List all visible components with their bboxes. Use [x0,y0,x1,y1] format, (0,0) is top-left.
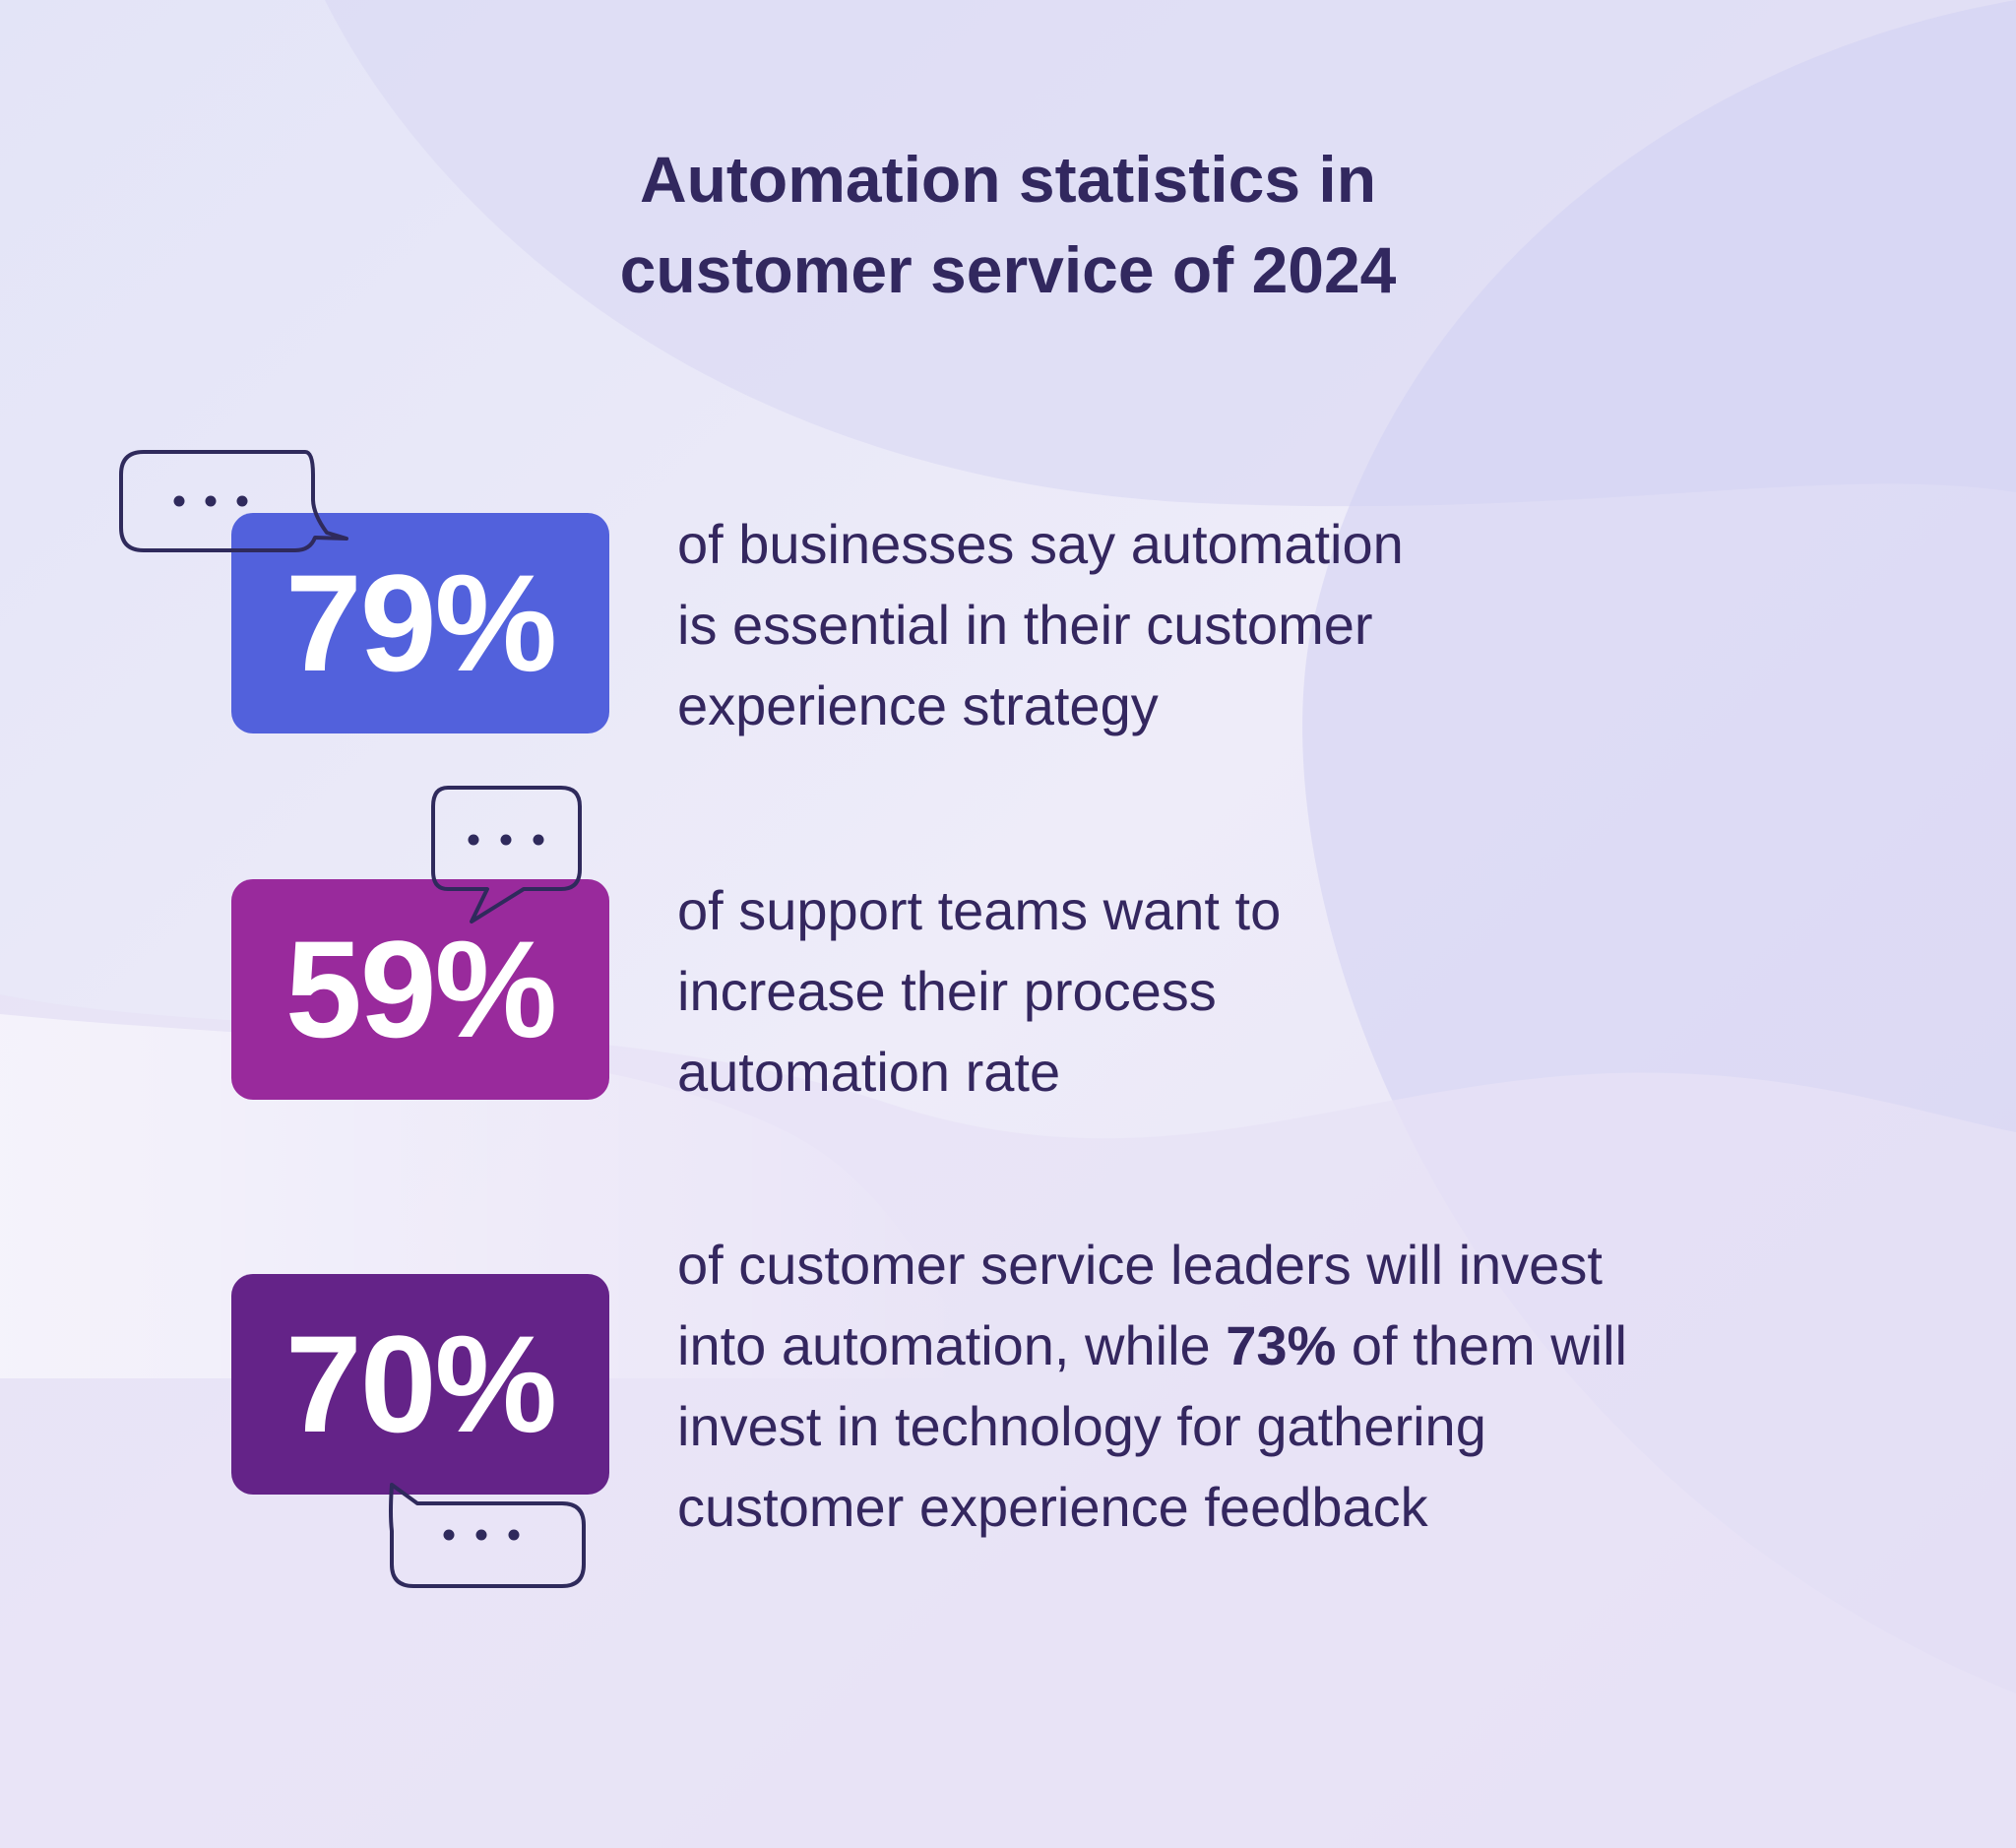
description-line: invest in technology for gathering [677,1395,1486,1457]
description-line: into automation, while 73% of them will [677,1306,1627,1386]
stat-value: 79% [284,545,557,700]
stat-description-2: of support teams want to increase their … [677,870,1281,1113]
speech-bubble-icon [389,1483,586,1588]
stat-description-1: of businesses say automation is essentia… [677,504,1404,746]
stat-description-3: of customer service leaders will invest … [677,1225,1627,1548]
speech-bubble-icon [119,450,348,552]
description-line: customer experience feedback [677,1476,1428,1538]
stat-badge-79: 79% [231,513,609,733]
description-line: of support teams want to [677,879,1282,941]
description-line: increase their process [677,960,1217,1022]
stat-value: 70% [284,1306,557,1461]
description-line: of customer service leaders will invest [677,1234,1603,1296]
description-text: of them will [1336,1314,1627,1376]
description-line: automation rate [677,1041,1061,1103]
stat-badge-70: 70% [231,1274,609,1495]
title-line-2: customer service of 2024 [619,233,1397,306]
description-line: of businesses say automation [677,513,1404,575]
description-text: into automation, while [677,1314,1227,1376]
title-line-1: Automation statistics in [639,143,1377,216]
stat-badge-59: 59% [231,879,609,1100]
stat-value: 59% [284,912,557,1066]
description-line: is essential in their customer [677,594,1373,656]
description-line: experience strategy [677,674,1159,736]
page-title: Automation statistics in customer servic… [0,134,2016,315]
highlight-percentage: 73% [1226,1314,1337,1376]
speech-bubble-icon [431,786,582,924]
